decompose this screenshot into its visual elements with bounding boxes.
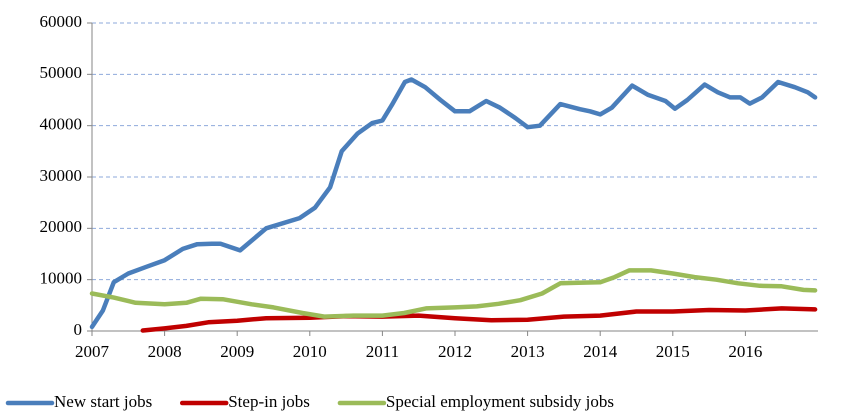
- y-tick-label: 50000: [40, 63, 83, 82]
- series-line: [89, 268, 818, 319]
- x-tick-label: 2014: [583, 342, 618, 361]
- x-tick-label: 2016: [728, 342, 762, 361]
- x-tick-label: 2007: [75, 342, 110, 361]
- y-tick-label: 10000: [40, 269, 83, 288]
- x-tick-label: 2013: [511, 342, 545, 361]
- legend-label: New start jobs: [54, 392, 152, 411]
- y-tick-label: 30000: [40, 166, 83, 185]
- y-tick-label: 20000: [40, 217, 83, 236]
- x-tick-label: 2008: [148, 342, 182, 361]
- series-line: [89, 77, 818, 330]
- x-tick-label: 2012: [438, 342, 472, 361]
- x-tick-label: 2011: [366, 342, 399, 361]
- legend-label: Step-in jobs: [228, 392, 310, 411]
- y-tick-label: 40000: [40, 115, 83, 134]
- series-line: [140, 306, 818, 333]
- legend-label: Special employment subsidy jobs: [386, 392, 614, 411]
- x-tick-label: 2009: [220, 342, 254, 361]
- x-tick-label: 2015: [656, 342, 690, 361]
- y-tick-label: 0: [74, 320, 83, 339]
- y-tick-label: 60000: [40, 12, 83, 31]
- x-tick-label: 2010: [293, 342, 327, 361]
